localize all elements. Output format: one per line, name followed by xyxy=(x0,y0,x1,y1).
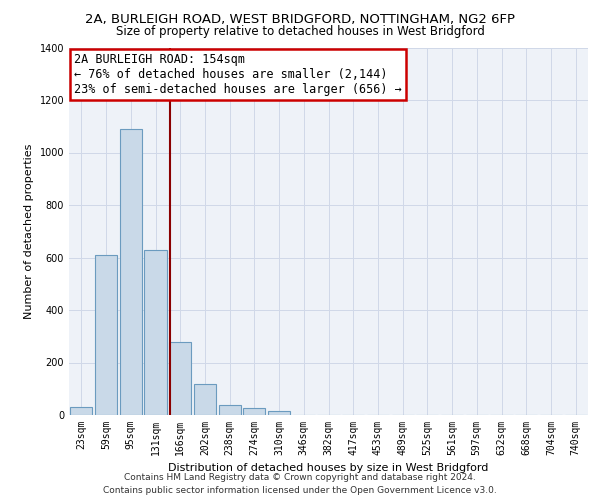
Y-axis label: Number of detached properties: Number of detached properties xyxy=(24,144,34,319)
Bar xyxy=(218,404,241,415)
Text: Size of property relative to detached houses in West Bridgford: Size of property relative to detached ho… xyxy=(116,25,484,38)
Text: 2A BURLEIGH ROAD: 154sqm
← 76% of detached houses are smaller (2,144)
23% of sem: 2A BURLEIGH ROAD: 154sqm ← 76% of detach… xyxy=(74,53,402,96)
Bar xyxy=(95,255,117,415)
Bar xyxy=(243,408,265,415)
Bar xyxy=(145,250,167,415)
X-axis label: Distribution of detached houses by size in West Bridgford: Distribution of detached houses by size … xyxy=(169,464,488,473)
Bar xyxy=(119,129,142,415)
Bar xyxy=(70,407,92,415)
Bar xyxy=(268,411,290,415)
Bar xyxy=(194,384,216,415)
Text: 2A, BURLEIGH ROAD, WEST BRIDGFORD, NOTTINGHAM, NG2 6FP: 2A, BURLEIGH ROAD, WEST BRIDGFORD, NOTTI… xyxy=(85,12,515,26)
Text: Contains HM Land Registry data © Crown copyright and database right 2024.
Contai: Contains HM Land Registry data © Crown c… xyxy=(103,474,497,495)
Bar xyxy=(169,342,191,415)
